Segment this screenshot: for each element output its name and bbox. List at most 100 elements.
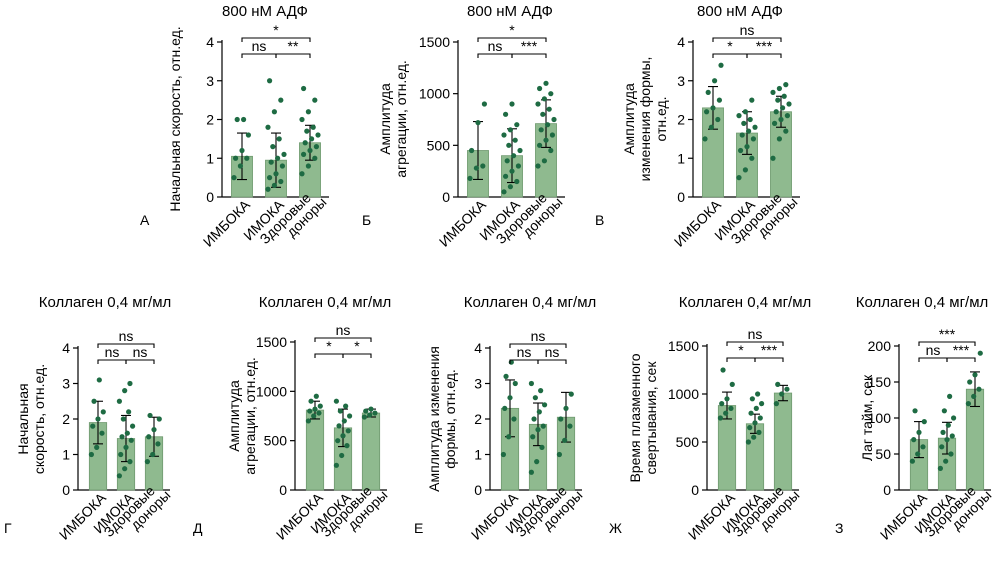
data-point (948, 451, 954, 457)
data-point (551, 116, 557, 123)
data-point (317, 403, 323, 409)
significance-label: ns (336, 322, 351, 338)
data-point (773, 109, 779, 115)
data-point (361, 414, 368, 420)
data-point (558, 416, 564, 422)
data-point (500, 451, 507, 458)
data-point (739, 132, 745, 138)
y-tick-label: 0 (691, 482, 699, 498)
y-tick-label: 1 (206, 150, 214, 166)
data-point (265, 186, 271, 192)
data-point (299, 116, 305, 123)
data-point (723, 410, 729, 416)
chart-title: Коллаген 0,4 мг/мл (679, 294, 812, 311)
y-tick-label: 2 (677, 112, 685, 128)
y-tick-label: 0 (62, 482, 70, 498)
data-point (780, 105, 786, 111)
y-tick-label: 150 (868, 374, 892, 390)
significance-bracket (712, 53, 748, 58)
y-tick-label: 0 (474, 482, 482, 498)
significance-bracket (477, 53, 513, 58)
data-point (299, 171, 305, 177)
data-point (245, 132, 252, 138)
data-point (155, 441, 161, 447)
data-point (94, 444, 100, 450)
y-tick-label: 1000 (419, 86, 450, 102)
data-point (335, 438, 341, 444)
data-point (473, 165, 479, 171)
chart-panel-7: Коллаген 0,4 мг/мл Ж Время плазменногосвер… (609, 294, 812, 543)
data-point (943, 458, 949, 464)
data-point (304, 128, 310, 134)
data-point (745, 439, 752, 445)
significance-bracket (726, 341, 784, 346)
data-point (535, 163, 541, 169)
y-tick-label: 200 (868, 338, 892, 354)
data-point (747, 425, 753, 431)
data-point (99, 430, 105, 436)
data-point (742, 167, 748, 173)
data-point (702, 136, 708, 142)
significance-label: * (273, 22, 279, 38)
y-axis-label: Начальнаяскорость, отн.ед. (15, 364, 47, 474)
data-point (333, 398, 340, 404)
data-point (920, 444, 926, 450)
data-point (528, 469, 535, 475)
data-point (535, 101, 541, 107)
y-axis-label: Амплитудаагрегации, отн.ед. (226, 357, 258, 475)
data-point (313, 144, 320, 150)
data-point (313, 393, 319, 399)
bar (773, 392, 793, 491)
data-point (123, 444, 129, 450)
panel-letter: Д (193, 520, 203, 536)
data-point (239, 147, 245, 154)
significance-bracket (746, 53, 782, 58)
data-point (271, 182, 277, 188)
data-point (541, 402, 548, 408)
y-tick-label: 3 (474, 376, 482, 392)
significance-label: * (509, 22, 515, 38)
data-point (538, 127, 544, 133)
data-point (715, 116, 721, 123)
significance-bracket (509, 343, 567, 348)
chart-panel-5: Коллаген 0,4 мг/мл Д Амплитудаагрегации, о… (193, 294, 391, 543)
data-point (541, 158, 547, 164)
data-point (736, 175, 742, 181)
data-point (545, 122, 551, 128)
y-tick-label: 2 (474, 411, 482, 427)
data-point (468, 147, 475, 154)
data-point (752, 420, 758, 426)
data-point (724, 396, 730, 402)
data-point (744, 144, 750, 150)
data-point (120, 416, 126, 422)
data-point (300, 151, 307, 157)
data-point (128, 437, 134, 443)
data-point (538, 388, 544, 394)
data-point (279, 163, 286, 169)
data-point (752, 124, 758, 130)
chart-panel-3: 800 нМ АДФ В Амплитудаизменения формы,отн.… (595, 3, 800, 250)
data-point (949, 433, 955, 439)
data-point (346, 413, 353, 419)
data-point (88, 451, 95, 458)
significance-bracket (342, 353, 372, 358)
y-tick-label: 1500 (419, 34, 450, 50)
data-point (515, 163, 522, 169)
panel-letter: А (140, 212, 150, 228)
data-point (337, 408, 343, 414)
data-point (501, 189, 507, 195)
data-point (944, 437, 950, 443)
data-point (912, 408, 918, 414)
data-point (147, 412, 153, 419)
significance-bracket (275, 53, 311, 58)
data-point (945, 422, 951, 428)
significance-bracket (754, 357, 784, 362)
data-point (150, 451, 156, 458)
data-point (536, 142, 543, 148)
panel-letter: Б (362, 212, 371, 228)
data-point (278, 97, 284, 103)
data-point (244, 155, 250, 161)
data-point (312, 406, 318, 412)
data-point (568, 391, 574, 397)
data-point (511, 416, 517, 422)
